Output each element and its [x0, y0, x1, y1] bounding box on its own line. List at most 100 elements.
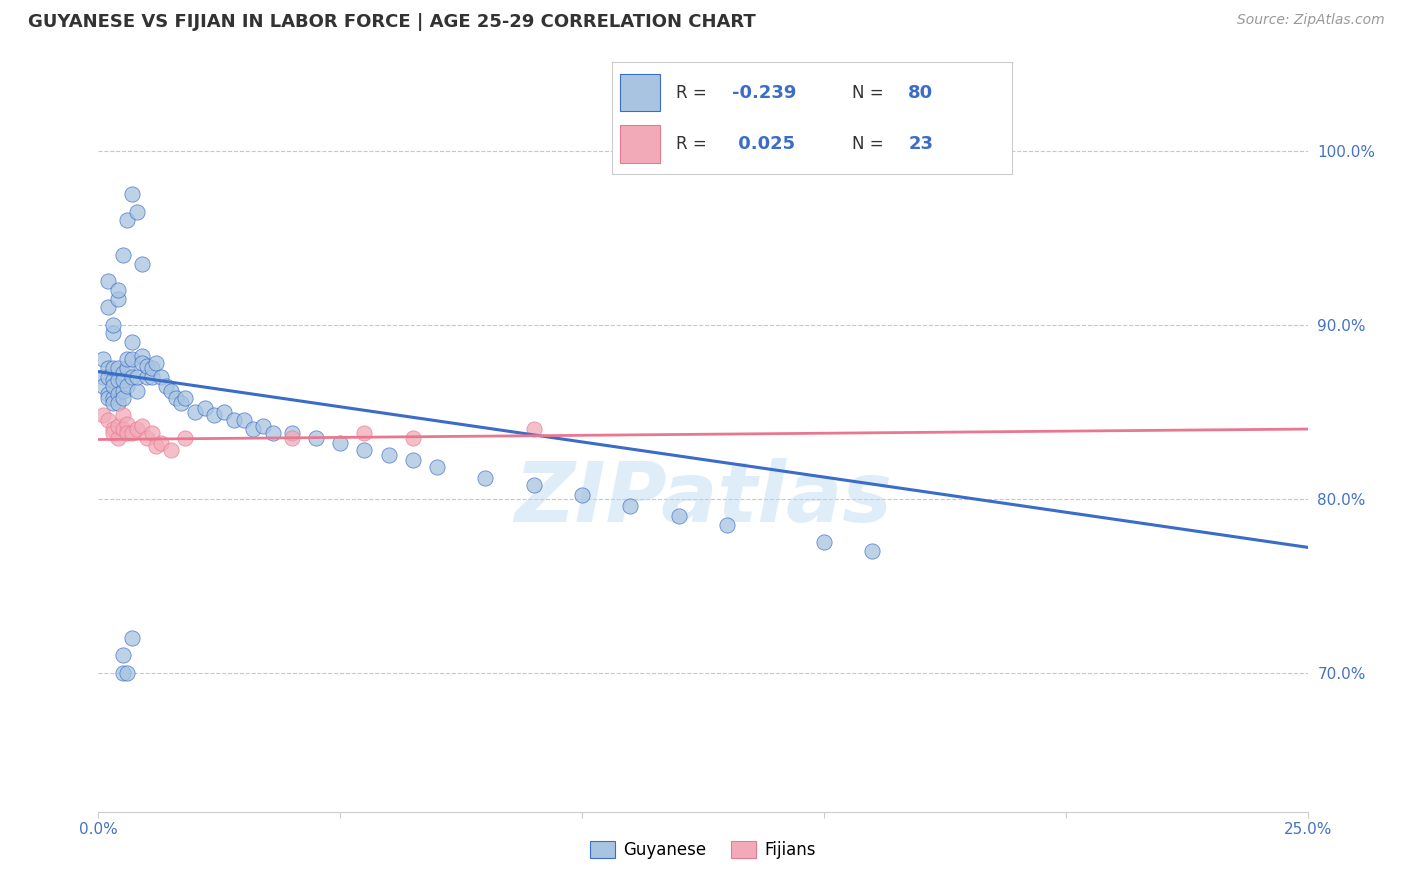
Point: [111, 373, 134, 387]
Point: [121, 631, 143, 645]
Point: [281, 425, 304, 440]
Text: R =: R =: [676, 84, 711, 102]
Point: [97, 370, 120, 384]
Point: [232, 413, 254, 427]
Text: ZIPatlas: ZIPatlas: [515, 458, 891, 539]
Point: [111, 391, 134, 405]
Point: [111, 384, 134, 398]
Text: 0.025: 0.025: [731, 135, 794, 153]
Point: [262, 425, 284, 440]
Point: [860, 543, 883, 558]
Point: [101, 326, 124, 341]
Point: [523, 422, 546, 436]
Point: [426, 460, 449, 475]
Point: [135, 359, 157, 374]
Point: [716, 517, 738, 532]
Point: [121, 187, 143, 202]
Point: [111, 408, 134, 422]
Text: N =: N =: [852, 84, 889, 102]
Point: [305, 431, 328, 445]
Point: [135, 370, 157, 384]
Point: [174, 391, 197, 405]
Point: [155, 378, 177, 392]
Point: [107, 387, 129, 401]
Point: [222, 413, 245, 427]
Point: [97, 274, 120, 288]
Point: [523, 477, 546, 491]
Point: [619, 499, 641, 513]
Point: [107, 361, 129, 376]
Point: [121, 352, 143, 367]
Point: [668, 508, 690, 523]
Point: [141, 361, 163, 376]
Point: [353, 425, 375, 440]
Point: [121, 335, 143, 350]
Point: [131, 257, 153, 271]
Point: [242, 422, 264, 436]
Point: [252, 418, 274, 433]
Point: [101, 378, 124, 392]
Point: [121, 425, 143, 440]
Point: [212, 405, 235, 419]
Point: [127, 384, 149, 398]
Point: [101, 318, 124, 332]
Point: [107, 292, 129, 306]
Point: [169, 396, 191, 410]
Text: N =: N =: [852, 135, 889, 153]
Point: [377, 448, 399, 462]
Point: [101, 373, 124, 387]
Point: [121, 370, 143, 384]
Point: [160, 384, 183, 398]
Point: [97, 391, 120, 405]
Text: R =: R =: [676, 135, 711, 153]
Point: [131, 349, 153, 363]
Point: [402, 431, 425, 445]
Point: [402, 453, 425, 467]
Point: [91, 408, 114, 422]
Point: [813, 535, 835, 549]
Point: [107, 373, 129, 387]
Point: [150, 370, 173, 384]
Point: [141, 425, 163, 440]
Point: [111, 367, 134, 381]
Point: [107, 396, 129, 410]
Point: [111, 665, 134, 680]
Point: [145, 440, 167, 454]
Text: Source: ZipAtlas.com: Source: ZipAtlas.com: [1237, 13, 1385, 28]
Point: [117, 378, 139, 392]
Point: [97, 361, 120, 376]
Point: [571, 488, 593, 502]
Legend: Guyanese, Fijians: Guyanese, Fijians: [583, 835, 823, 866]
Point: [117, 361, 139, 376]
Point: [117, 213, 139, 227]
FancyBboxPatch shape: [620, 125, 659, 162]
Point: [97, 301, 120, 315]
Point: [127, 422, 149, 436]
Text: GUYANESE VS FIJIAN IN LABOR FORCE | AGE 25-29 CORRELATION CHART: GUYANESE VS FIJIAN IN LABOR FORCE | AGE …: [28, 13, 756, 31]
Point: [107, 418, 129, 433]
Point: [184, 405, 207, 419]
Point: [97, 387, 120, 401]
Point: [474, 471, 496, 485]
Point: [107, 431, 129, 445]
Point: [194, 401, 217, 416]
Point: [145, 356, 167, 370]
Point: [101, 425, 124, 440]
Point: [353, 442, 375, 457]
Point: [117, 425, 139, 440]
Point: [131, 418, 153, 433]
Point: [117, 417, 139, 431]
Point: [127, 370, 149, 384]
Point: [111, 422, 134, 436]
Point: [141, 370, 163, 384]
Text: 23: 23: [908, 135, 934, 153]
Point: [101, 361, 124, 376]
Point: [97, 413, 120, 427]
Point: [127, 204, 149, 219]
Point: [150, 436, 173, 450]
Point: [165, 391, 187, 405]
Point: [131, 356, 153, 370]
Point: [101, 422, 124, 436]
Point: [107, 283, 129, 297]
Point: [91, 378, 114, 392]
